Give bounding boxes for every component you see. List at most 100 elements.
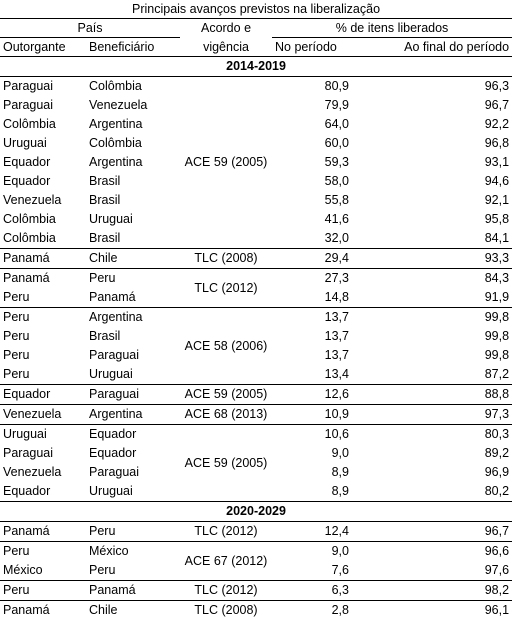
no-periodo-cell: 9,0 bbox=[272, 541, 352, 561]
no-periodo-cell: 8,9 bbox=[331, 484, 349, 498]
beneficiario-cell: Argentina bbox=[89, 117, 143, 131]
beneficiario-cell: Argentina bbox=[89, 155, 143, 169]
table-row: Venezuela Argentina ACE 68 (2013) 10,9 97,3 bbox=[0, 404, 512, 425]
beneficiario-cell: Brasil bbox=[89, 174, 121, 188]
no-periodo-cell: 60,0 bbox=[324, 136, 349, 150]
header-beneficiario: Beneficiário bbox=[86, 37, 180, 57]
table-body: 2014-2019 Paraguai Colômbia ACE 59 (2005) 80… bbox=[0, 56, 512, 620]
outorgante-cell: Uruguai bbox=[3, 136, 47, 150]
table-row: Peru Panamá TLC (2012) 6,3 98,2 bbox=[0, 580, 512, 601]
ao-final-cell: 84,3 bbox=[352, 268, 512, 288]
ao-final-cell: 96,7 bbox=[484, 524, 510, 538]
table-row: Peru Brasil 13,7 99,8 bbox=[0, 327, 512, 346]
beneficiario-cell: Peru bbox=[86, 268, 180, 288]
table-row: Paraguai Venezuela 79,9 96,7 bbox=[0, 96, 512, 115]
ao-final-cell: 89,2 bbox=[484, 446, 510, 460]
ao-final-cell: 92,1 bbox=[484, 193, 510, 207]
no-periodo-cell: 41,6 bbox=[324, 212, 349, 226]
ao-final-cell: 99,8 bbox=[352, 307, 512, 327]
beneficiario-cell: Paraguai bbox=[86, 384, 180, 405]
beneficiario-cell: Peru bbox=[89, 563, 116, 577]
acordo-cell: ACE 58 (2006) bbox=[180, 307, 272, 385]
table-row: Panamá Peru TLC (2012) 27,3 84,3 bbox=[0, 268, 512, 308]
beneficiario-cell: Paraguai bbox=[89, 465, 140, 479]
table-row: Peru México ACE 67 (2012) 9,0 96,6 bbox=[0, 541, 512, 581]
table-row: Venezuela Paraguai 8,9 96,9 bbox=[0, 463, 512, 482]
outorgante-cell: Paraguai bbox=[3, 79, 54, 93]
section-header-row: 2014-2019 bbox=[0, 56, 512, 77]
beneficiario-cell: Brasil bbox=[89, 329, 121, 343]
no-periodo-cell: 59,3 bbox=[324, 155, 349, 169]
table-row: Panamá Chile TLC (2008) 2,8 96,1 bbox=[0, 600, 512, 620]
outorgante-cell: Panamá bbox=[3, 524, 50, 538]
outorgante-cell: Peru bbox=[0, 541, 86, 561]
ao-final-cell: 87,2 bbox=[484, 367, 510, 381]
no-periodo-cell: 13,7 bbox=[324, 348, 349, 362]
no-periodo-cell: 55,8 bbox=[324, 193, 349, 207]
no-periodo-cell: 32,0 bbox=[324, 231, 349, 245]
outorgante-cell: Equador bbox=[3, 155, 51, 169]
outorgante-cell: Venezuela bbox=[3, 465, 62, 479]
acordo-cell: TLC (2008) bbox=[180, 600, 272, 620]
no-periodo-cell: 64,0 bbox=[324, 117, 349, 131]
ao-final-cell: 96,1 bbox=[352, 600, 512, 620]
table-row: Peru Paraguai 13,7 99,8 bbox=[0, 346, 512, 365]
table-row: Paraguai Equador 9,0 89,2 bbox=[0, 444, 512, 463]
ao-final-cell: 96,8 bbox=[484, 136, 510, 150]
outorgante-cell: Panamá bbox=[0, 248, 86, 269]
beneficiario-cell: Uruguai bbox=[89, 484, 133, 498]
ao-final-cell: 98,2 bbox=[352, 580, 512, 601]
outorgante-cell: Venezuela bbox=[3, 193, 62, 207]
no-periodo-cell: 14,8 bbox=[324, 290, 349, 304]
table-row: Panamá Chile TLC (2008) 29,4 93,3 bbox=[0, 248, 512, 269]
table-title: Principais avanços previstos na liberali… bbox=[0, 0, 512, 19]
table-row: Paraguai Colômbia ACE 59 (2005) 80,9 96,3 bbox=[0, 77, 512, 169]
no-periodo-cell: 12,4 bbox=[324, 524, 349, 538]
outorgante-cell: Equador bbox=[3, 174, 51, 188]
ao-final-cell: 80,2 bbox=[484, 484, 510, 498]
outorgante-cell: Peru bbox=[0, 580, 86, 601]
ao-final-cell: 84,1 bbox=[484, 231, 510, 245]
beneficiario-cell: Argentina bbox=[86, 404, 180, 425]
ao-final-cell: 91,9 bbox=[484, 290, 510, 304]
outorgante-cell: Peru bbox=[3, 367, 30, 381]
beneficiario-cell: Uruguai bbox=[89, 367, 133, 381]
acordo-cell: ACE 68 (2013) bbox=[180, 404, 272, 425]
outorgante-cell: Peru bbox=[0, 307, 86, 327]
acordo-cell: TLC (2012) bbox=[180, 580, 272, 601]
no-periodo-cell: 13,4 bbox=[324, 367, 349, 381]
beneficiario-cell: Colômbia bbox=[89, 136, 142, 150]
no-periodo-cell: 80,9 bbox=[324, 79, 349, 93]
header-outorgante: Outorgante bbox=[0, 37, 86, 57]
table-row: Venezuela Brasil 55,8 92,1 bbox=[0, 191, 512, 210]
ao-final-cell: 99,8 bbox=[484, 348, 510, 362]
ao-final-cell: 99,8 bbox=[484, 329, 510, 343]
ao-final-cell: 96,9 bbox=[484, 465, 510, 479]
table-row: Colômbia Brasil 32,0 84,1 bbox=[0, 229, 512, 249]
no-periodo-cell: 27,3 bbox=[272, 268, 352, 288]
acordo-cell: TLC (2008) bbox=[180, 248, 272, 269]
outorgante-cell: Venezuela bbox=[0, 404, 86, 425]
table-row: Equador Brasil 58,0 94,6 bbox=[0, 172, 512, 191]
beneficiario-cell: México bbox=[86, 541, 180, 561]
table-row: Colômbia Uruguai 41,6 95,8 bbox=[0, 210, 512, 229]
table-row: Peru Panamá 14,8 91,9 bbox=[0, 288, 512, 308]
no-periodo-cell: 58,0 bbox=[324, 174, 349, 188]
table-row: Equador Paraguai ACE 59 (2005) 12,6 88,8 bbox=[0, 384, 512, 405]
outorgante-cell: Paraguai bbox=[3, 446, 54, 460]
header-pct: % de itens liberados bbox=[272, 18, 512, 38]
beneficiario-cell: Brasil bbox=[89, 193, 121, 207]
acordo-cell: ACE 59 (2005) bbox=[180, 384, 272, 405]
beneficiario-cell: Brasil bbox=[89, 231, 121, 245]
acordo-cell: ACE 59 (2005) bbox=[180, 424, 272, 502]
ao-final-cell: 93,1 bbox=[484, 155, 510, 169]
header-ao-final: Ao final do período bbox=[352, 37, 512, 57]
outorgante-cell: Peru bbox=[3, 290, 30, 304]
outorgante-cell: Equador bbox=[0, 384, 86, 405]
outorgante-cell: Colômbia bbox=[3, 117, 56, 131]
ao-final-cell: 95,8 bbox=[484, 212, 510, 226]
header-pais: País bbox=[0, 18, 180, 38]
no-periodo-cell: 9,0 bbox=[331, 446, 349, 460]
beneficiario-cell: Venezuela bbox=[89, 98, 148, 112]
